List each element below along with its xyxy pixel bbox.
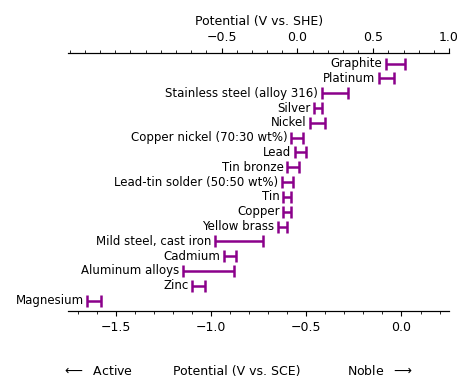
Text: Mild steel, cast iron: Mild steel, cast iron bbox=[96, 235, 211, 248]
Text: Potential (V vs. SCE): Potential (V vs. SCE) bbox=[173, 365, 301, 378]
Text: Lead: Lead bbox=[263, 146, 291, 159]
Text: Tin: Tin bbox=[262, 190, 280, 204]
Text: Platinum: Platinum bbox=[323, 72, 375, 85]
Text: Noble  $\longrightarrow$: Noble $\longrightarrow$ bbox=[346, 364, 412, 378]
Text: Magnesium: Magnesium bbox=[16, 294, 83, 307]
Text: Silver: Silver bbox=[277, 102, 310, 114]
X-axis label: Potential (V vs. SHE): Potential (V vs. SHE) bbox=[195, 15, 323, 28]
Text: Graphite: Graphite bbox=[331, 57, 383, 70]
Text: Nickel: Nickel bbox=[271, 116, 306, 129]
Text: Copper: Copper bbox=[237, 205, 280, 218]
Text: Aluminum alloys: Aluminum alloys bbox=[81, 265, 179, 277]
Text: $\longleftarrow$  Active: $\longleftarrow$ Active bbox=[62, 364, 133, 378]
Text: Zinc: Zinc bbox=[163, 279, 188, 292]
Text: Cadmium: Cadmium bbox=[164, 250, 221, 263]
Text: Copper nickel (70:30 wt%): Copper nickel (70:30 wt%) bbox=[131, 131, 287, 144]
Text: Lead-tin solder (50:50 wt%): Lead-tin solder (50:50 wt%) bbox=[114, 175, 278, 189]
Text: Tin bronze: Tin bronze bbox=[222, 161, 283, 174]
Text: Yellow brass: Yellow brass bbox=[202, 220, 274, 233]
Text: Stainless steel (alloy 316): Stainless steel (alloy 316) bbox=[165, 87, 318, 100]
